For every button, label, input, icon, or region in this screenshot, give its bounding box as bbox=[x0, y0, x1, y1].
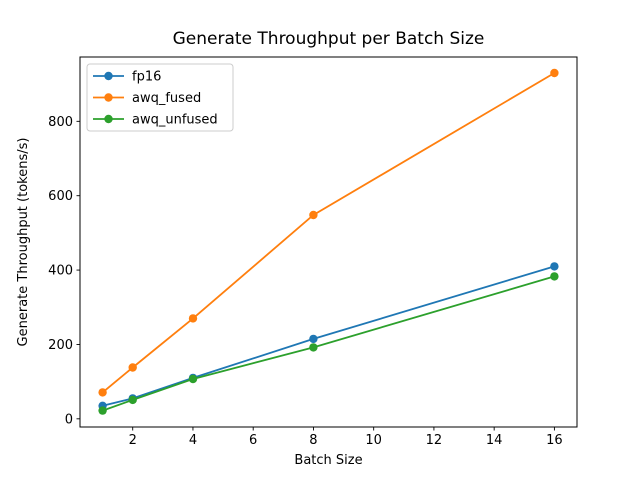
legend-item-fp16: fp16 bbox=[93, 70, 161, 85]
y-tick-label: 600 bbox=[48, 189, 73, 204]
legend-marker bbox=[104, 71, 113, 81]
data-point-awq_fused bbox=[550, 68, 559, 78]
data-point-awq_fused bbox=[98, 388, 107, 397]
data-point-fp16 bbox=[550, 262, 559, 271]
x-axis-label: Batch Size bbox=[294, 453, 362, 468]
data-point-awq_unfused bbox=[550, 272, 559, 281]
data-point-awq_fused bbox=[309, 210, 318, 220]
data-point-awq_unfused bbox=[309, 343, 318, 352]
x-tick-label: 8 bbox=[309, 433, 317, 448]
plot-series bbox=[98, 68, 559, 415]
data-point-awq_unfused bbox=[188, 374, 198, 384]
y-tick-label: 200 bbox=[48, 338, 73, 353]
legend-marker bbox=[104, 114, 113, 124]
legend-item-awq_fused: awq_fused bbox=[93, 91, 201, 106]
data-point-fp16 bbox=[309, 334, 318, 344]
y-axis-label: Generate Throughput (tokens/s) bbox=[16, 138, 31, 347]
legend-box bbox=[86, 63, 234, 132]
axis-ticks: 2 4 6 8 10 12 14 16 0 200 400 600 800 bbox=[48, 115, 563, 448]
x-tick-label: 4 bbox=[189, 433, 197, 448]
data-point-awq_unfused bbox=[128, 395, 137, 405]
x-tick-label: 2 bbox=[129, 433, 137, 448]
data-point-awq_fused bbox=[128, 363, 137, 372]
y-tick-label: 400 bbox=[48, 264, 73, 279]
data-point-awq_fused bbox=[188, 314, 198, 323]
legend-label: fp16 bbox=[132, 70, 161, 85]
x-tick-label: 16 bbox=[546, 433, 563, 448]
y-tick-label: 800 bbox=[48, 115, 73, 130]
chart-title: Generate Throughput per Batch Size bbox=[173, 29, 485, 49]
legend: fp16 awq_fused awq_unfused bbox=[86, 63, 234, 132]
legend-marker bbox=[104, 93, 113, 102]
y-tick-label: 0 bbox=[65, 412, 73, 427]
x-tick-label: 6 bbox=[249, 433, 257, 448]
legend-label: awq_fused bbox=[132, 91, 201, 106]
data-point-awq_unfused bbox=[98, 406, 107, 415]
legend-label: awq_unfused bbox=[132, 113, 218, 128]
x-tick-label: 12 bbox=[426, 433, 443, 448]
x-tick-label: 10 bbox=[365, 433, 382, 448]
plot-border bbox=[79, 56, 578, 428]
legend-item-awq_unfused: awq_unfused bbox=[93, 113, 218, 128]
x-tick-label: 14 bbox=[486, 433, 503, 448]
